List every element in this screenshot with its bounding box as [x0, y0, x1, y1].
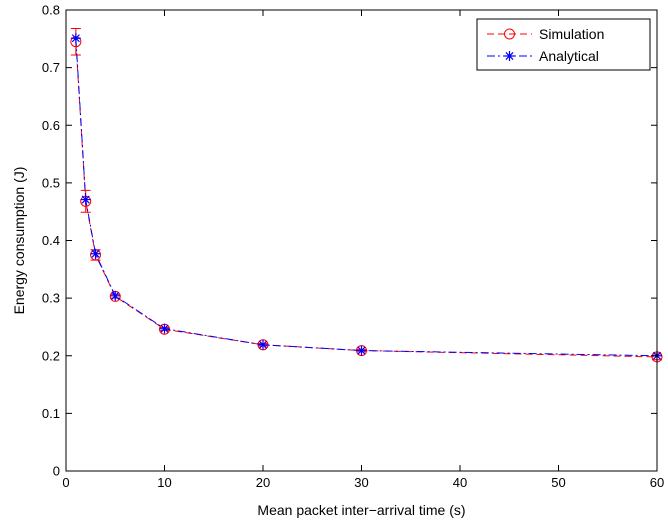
plot-frame: [65, 9, 658, 472]
x-tick-label: 30: [354, 475, 368, 490]
series-analytical: [70, 33, 662, 361]
legend-marker-simulation: [504, 28, 515, 40]
series-line-analytical: [75, 38, 658, 357]
y-tick-label: 0.5: [42, 175, 60, 190]
y-tick-label: 0: [53, 464, 60, 479]
axis-ticks: 0 10 20 30 40 50 60 0 0.1 0.2 0.3 0.4 0.5 0.6 0.7 0.8: [42, 3, 664, 491]
data-point-analytical: [356, 345, 367, 356]
y-tick-label: 0.4: [42, 233, 60, 248]
y-tick-label: 0.6: [42, 118, 60, 133]
x-tick-label: 60: [650, 475, 664, 490]
y-tick-label: 0.8: [42, 3, 60, 18]
data-point-analytical: [80, 194, 91, 205]
x-tick-label: 40: [453, 475, 467, 490]
legend-label-analytical: Analytical: [539, 48, 599, 64]
x-tick-label: 10: [157, 475, 171, 490]
data-point-analytical: [70, 33, 81, 44]
data-point-analytical: [258, 339, 268, 350]
y-tick-label: 0.1: [42, 406, 60, 421]
legend: Simulation Analytical: [476, 18, 651, 71]
data-point-analytical: [159, 323, 170, 334]
data-point-analytical: [110, 290, 121, 301]
x-tick-label: 0: [62, 475, 69, 490]
legend-label-simulation: Simulation: [539, 26, 604, 42]
y-axis-label: Energy consumption (J): [11, 167, 27, 315]
y-tick-label: 0.2: [42, 348, 60, 363]
plot-marks: [70, 27, 663, 363]
x-tick-label: 50: [551, 475, 565, 490]
x-axis-label: Mean packet inter−arrival time (s): [257, 502, 465, 518]
y-tick-label: 0.3: [42, 291, 60, 306]
data-point-analytical: [90, 248, 101, 259]
x-tick-label: 20: [256, 475, 270, 490]
series-simulation: [70, 27, 663, 363]
y-tick-label: 0.7: [42, 60, 60, 75]
series-line-simulation: [75, 41, 658, 358]
legend-marker-analytical: [504, 51, 515, 61]
legend-box: [476, 18, 651, 71]
